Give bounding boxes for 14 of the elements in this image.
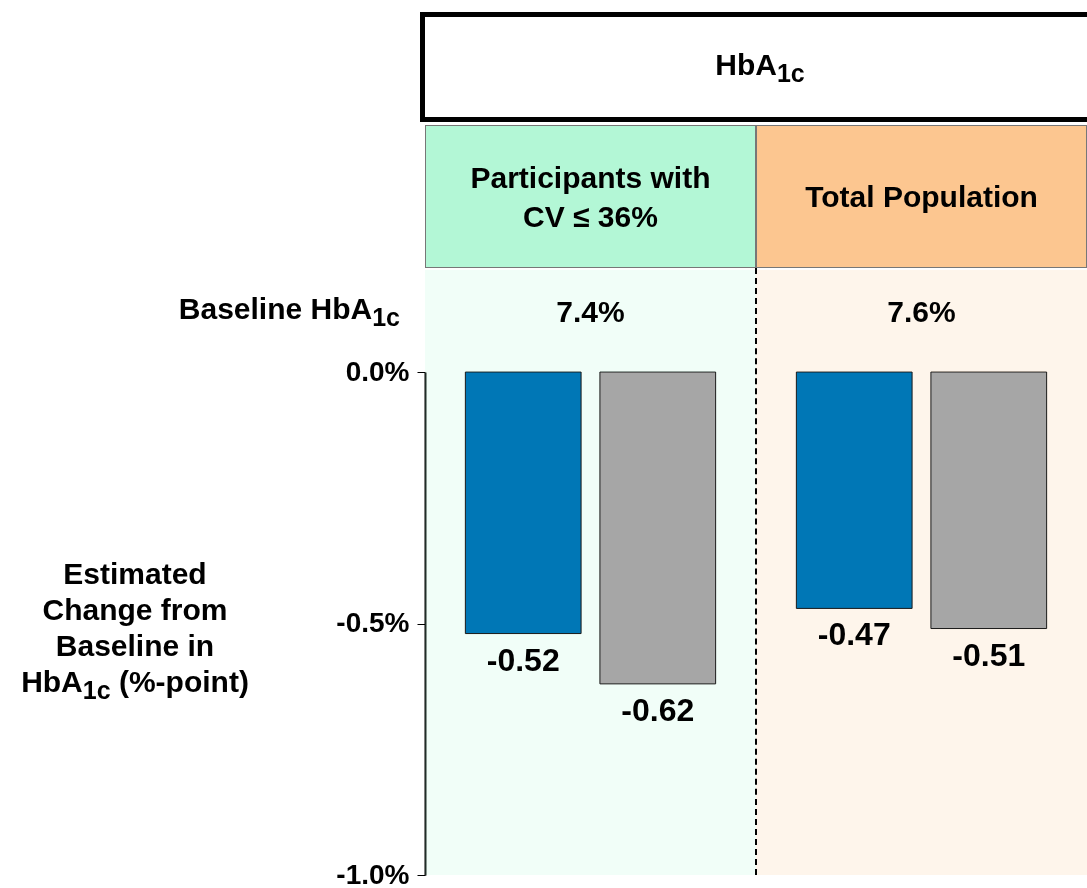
chart-title: HbA$_{1c}$: [715, 46, 805, 89]
x-tick-label: Total Population: [805, 179, 1038, 215]
x-tick-label: Participants with CV ≤ 36%: [469, 159, 712, 235]
data-label: -0.52: [486, 641, 560, 678]
y-axis-title: Estimated Change from Baseline in HbA$_{1c}$ (%-point): [20, 555, 250, 705]
data-label: -0.47: [817, 616, 891, 653]
y-tick-label: -0.5%: [336, 607, 410, 638]
text: Baseline HbA$_{1c}$: [178, 290, 400, 333]
y-tick-label: -1.0%: [336, 858, 410, 888]
data-label: -0.62: [621, 691, 695, 728]
data-label: -0.51: [952, 636, 1026, 673]
text: 7.6%: [887, 293, 956, 330]
text: 7.4%: [556, 293, 625, 330]
y-tick-label: 0.0%: [345, 355, 410, 387]
